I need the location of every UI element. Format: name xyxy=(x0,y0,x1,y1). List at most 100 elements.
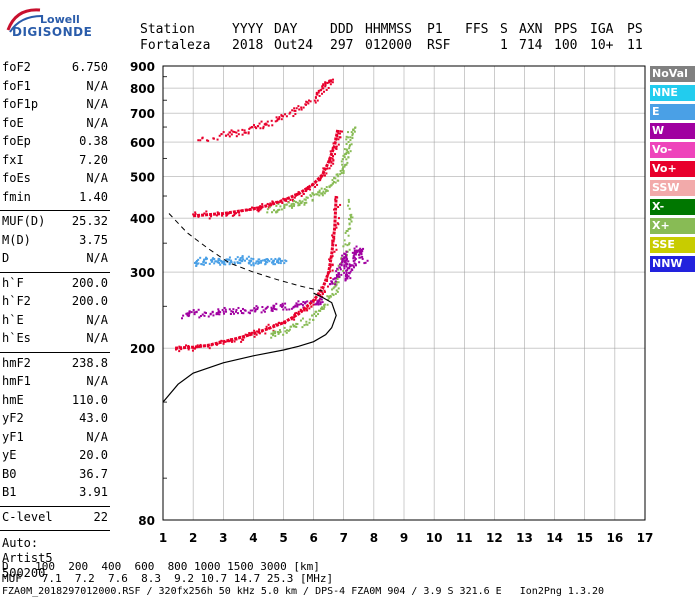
echo-point xyxy=(245,257,248,260)
footer-info: FZA0M_2018297012000.RSF / 320fx256h 50 k… xyxy=(2,586,605,597)
echo-point xyxy=(357,249,360,252)
echo-point xyxy=(230,340,233,343)
echo-point xyxy=(272,334,275,337)
echo-point xyxy=(243,131,246,134)
echo-point xyxy=(300,106,303,109)
echo-point xyxy=(351,264,354,267)
echo-point xyxy=(317,313,320,316)
echo-point xyxy=(278,331,281,334)
x-tick-label: 5 xyxy=(279,531,287,545)
echo-point xyxy=(317,303,320,306)
echo-point xyxy=(192,309,195,312)
echo-point xyxy=(218,261,221,264)
param-value: 110.0 xyxy=(71,392,108,407)
echo-point xyxy=(199,314,202,317)
echo-point xyxy=(320,286,323,289)
echo-point xyxy=(345,254,348,257)
echo-point xyxy=(313,99,316,102)
header-value-0: Fortaleza xyxy=(140,38,211,53)
echo-point xyxy=(242,258,245,261)
echo-point xyxy=(191,349,194,352)
echo-point xyxy=(358,261,361,264)
echo-point xyxy=(274,330,277,333)
echo-point xyxy=(337,268,340,271)
x-tick-label: 17 xyxy=(637,531,654,545)
echo-point xyxy=(249,312,252,315)
echo-point xyxy=(347,151,350,154)
echo-point xyxy=(197,262,200,265)
echo-point xyxy=(233,340,236,343)
header-label-6: FFS xyxy=(465,22,489,37)
echo-point xyxy=(347,152,350,155)
echo-point xyxy=(335,281,338,284)
echo-point xyxy=(198,316,201,319)
echo-point xyxy=(259,127,262,130)
electron-density-profile xyxy=(162,292,337,403)
echo-point xyxy=(270,258,273,261)
echo-point xyxy=(273,209,276,212)
echo-point xyxy=(279,304,282,307)
echo-point xyxy=(294,325,297,328)
echo-point xyxy=(282,321,285,324)
echo-point xyxy=(280,305,283,308)
echo-point xyxy=(332,78,335,81)
echo-point xyxy=(249,309,252,312)
echo-point xyxy=(341,257,344,260)
echo-point xyxy=(251,309,254,312)
param-name: fmin xyxy=(2,189,31,204)
echo-point xyxy=(252,257,255,260)
x-tick-label: 7 xyxy=(340,531,348,545)
y-tick-label: 900 xyxy=(130,60,155,74)
param-name: B1 xyxy=(2,485,17,499)
echo-point xyxy=(353,256,356,259)
echo-point xyxy=(239,258,242,261)
echo-point xyxy=(347,136,350,139)
echo-point xyxy=(256,308,259,311)
echo-point xyxy=(352,128,355,131)
echo-point xyxy=(254,126,257,129)
echo-point xyxy=(334,280,337,283)
echo-point xyxy=(358,256,361,259)
echo-point xyxy=(202,261,205,264)
echo-point xyxy=(348,242,351,245)
echo-point xyxy=(315,315,318,318)
header-value-3: 297 xyxy=(330,38,354,53)
echo-point xyxy=(336,173,339,176)
legend-item-vo: Vo- xyxy=(650,142,695,158)
echo-point xyxy=(294,200,297,203)
echo-point xyxy=(292,316,295,319)
echo-point xyxy=(277,209,280,212)
echo-point xyxy=(317,89,320,92)
echo-point xyxy=(246,208,249,211)
echo-point xyxy=(338,136,341,139)
echo-point xyxy=(302,300,305,303)
echo-point xyxy=(361,250,364,253)
echo-point xyxy=(242,312,245,315)
echo-point xyxy=(294,113,297,116)
echo-point xyxy=(340,261,343,264)
echo-point xyxy=(266,202,269,205)
echo-point xyxy=(354,252,357,255)
echo-point xyxy=(291,206,294,209)
echo-point xyxy=(341,167,344,170)
echo-point xyxy=(323,174,326,177)
echo-point xyxy=(354,263,357,266)
echo-point xyxy=(327,273,330,276)
echo-point xyxy=(343,265,346,268)
echo-point xyxy=(352,266,355,269)
echo-point xyxy=(235,135,238,138)
echo-point xyxy=(185,312,188,315)
echo-point xyxy=(326,167,329,170)
echo-point xyxy=(324,82,327,85)
y-tick-label: 300 xyxy=(130,266,155,280)
divider xyxy=(0,351,110,353)
echo-point xyxy=(303,203,306,206)
echo-point xyxy=(350,143,353,146)
echo-point xyxy=(331,157,334,160)
echo-point xyxy=(289,111,292,114)
echo-point xyxy=(268,206,271,209)
echo-point xyxy=(339,268,342,271)
echo-point xyxy=(349,150,352,153)
echo-point xyxy=(366,259,369,262)
echo-point xyxy=(301,317,304,320)
